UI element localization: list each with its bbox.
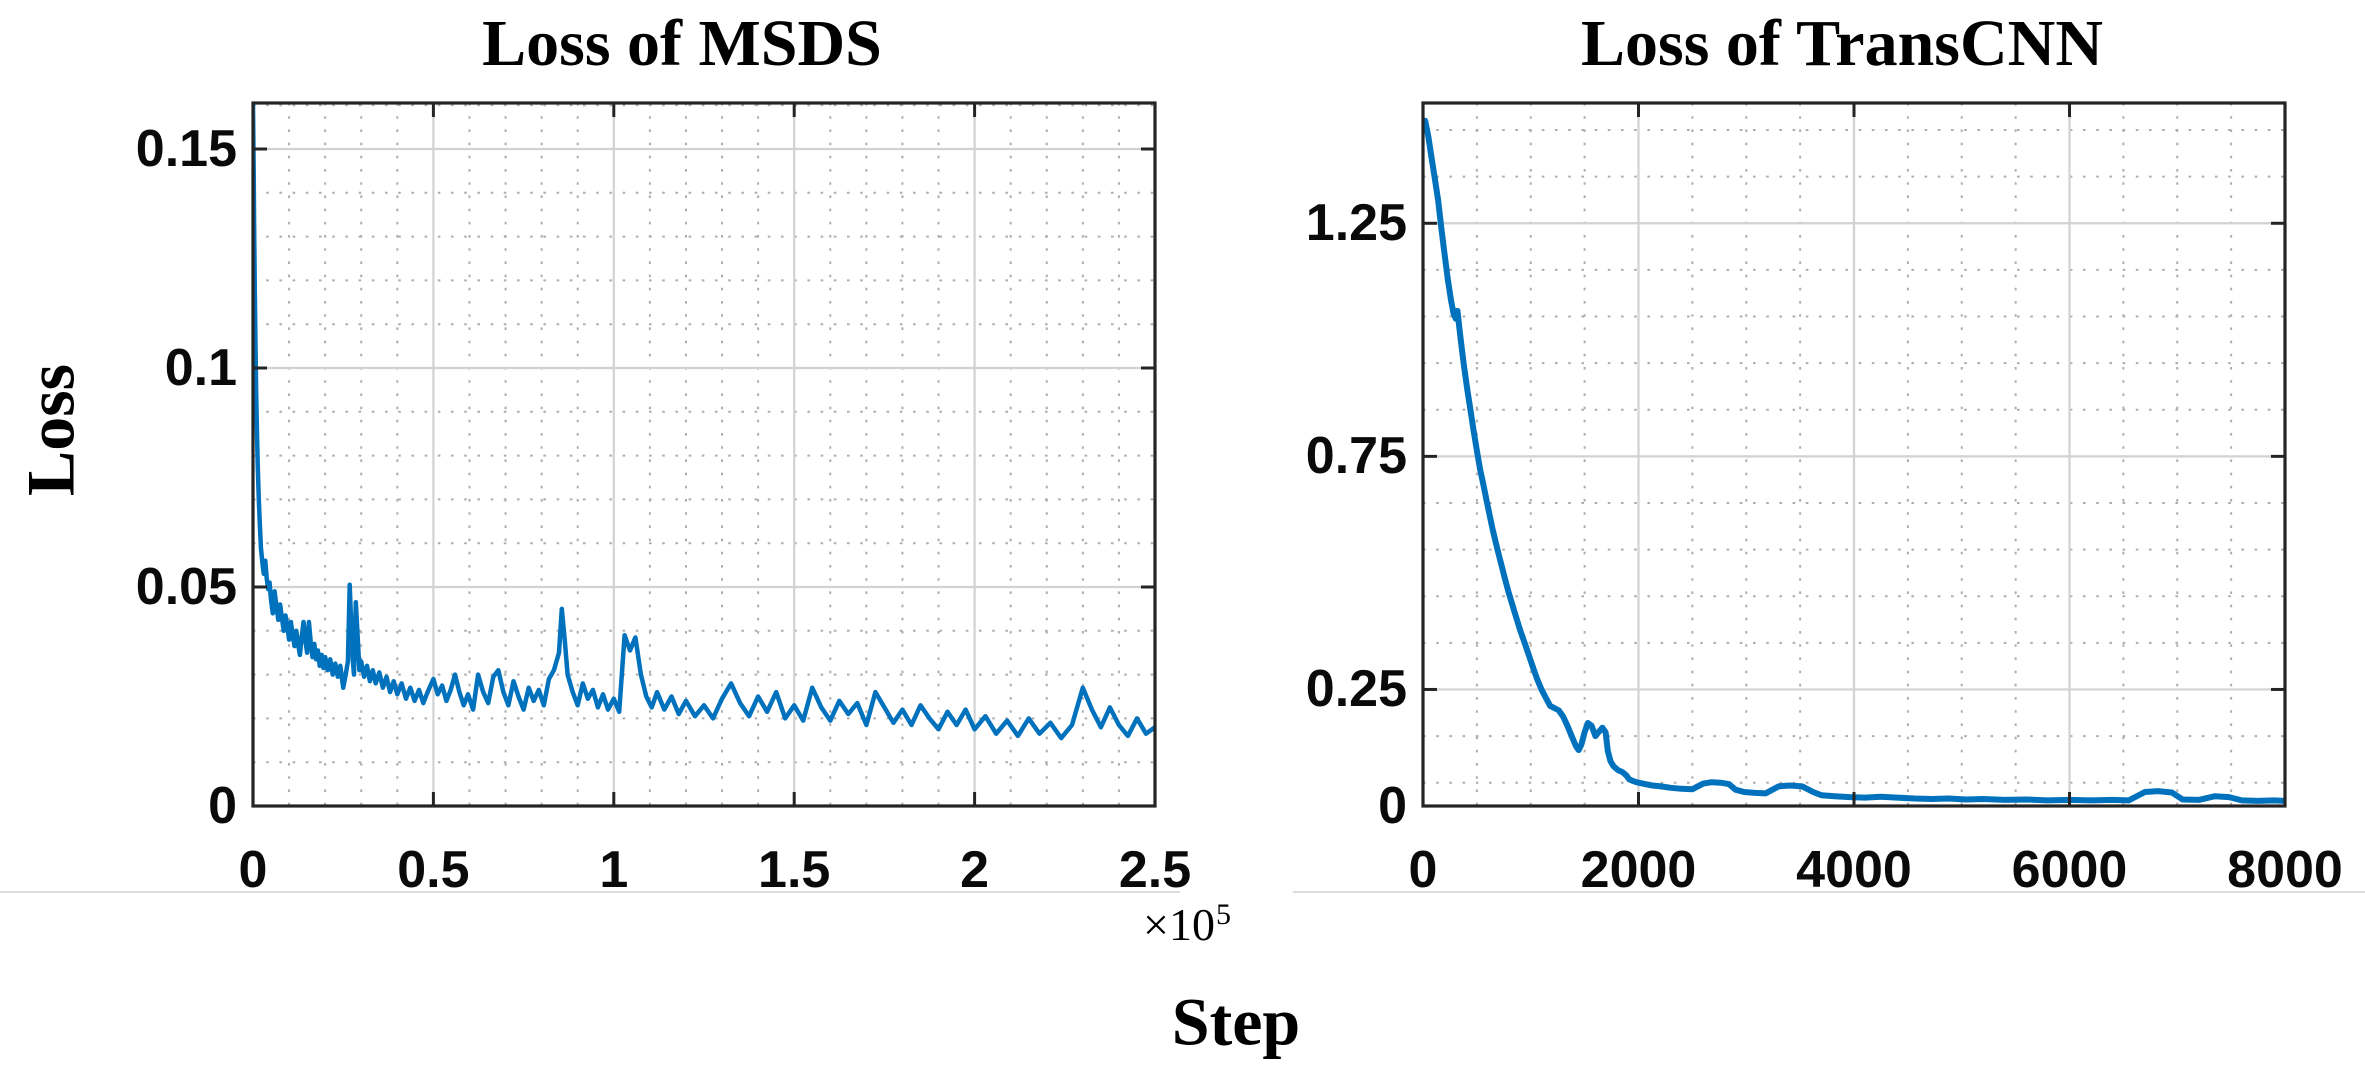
left-panel-bottom-rule: [0, 891, 1180, 893]
x-tick-label: 6000: [2011, 841, 2128, 899]
transcnn-loss-curve: [1423, 117, 2285, 804]
x-tick-label: 1.5: [758, 841, 831, 899]
x-tick-label: 0.5: [397, 841, 470, 899]
x-tick-label: 2.5: [1118, 841, 1192, 899]
x-tick-label: 0: [1408, 841, 1438, 899]
x-axis-label: Step: [1171, 983, 1301, 1060]
chart-title-msds: Loss of MSDS: [482, 7, 882, 80]
chart-msds: [251, 101, 1157, 808]
y-tick-label: 0.1: [164, 338, 237, 397]
msds-loss-curve: [253, 103, 1155, 741]
y-tick-label: 1.25: [1305, 194, 1407, 253]
x-tick-label: 1: [599, 841, 629, 899]
x-tick-label: 0: [238, 841, 268, 899]
chart-title-transcnn: Loss of TransCNN: [1581, 7, 2103, 80]
x-tick-label: 8000: [2227, 841, 2343, 899]
y-axis-label: Loss: [12, 363, 89, 497]
y-tick-label: 0.05: [135, 557, 237, 616]
y-tick-label: 0: [208, 777, 237, 835]
y-tick-label: 0.25: [1305, 660, 1407, 719]
multiplier-exponent: 5: [1215, 898, 1231, 931]
chart-transcnn: [1421, 101, 2287, 808]
right-panel-bottom-rule: [1293, 891, 2365, 893]
y-tick-label: 0.15: [135, 119, 237, 178]
x-axis-multiplier-label: ×105: [1143, 898, 1231, 951]
y-tick-label: 0: [1378, 777, 1407, 835]
y-tick-label: 0.75: [1305, 427, 1407, 486]
x-tick-label: 4000: [1796, 841, 1912, 899]
multiplier-base: ×10: [1143, 899, 1215, 950]
x-tick-label: 2: [960, 841, 990, 899]
x-tick-label: 2000: [1580, 841, 1697, 899]
